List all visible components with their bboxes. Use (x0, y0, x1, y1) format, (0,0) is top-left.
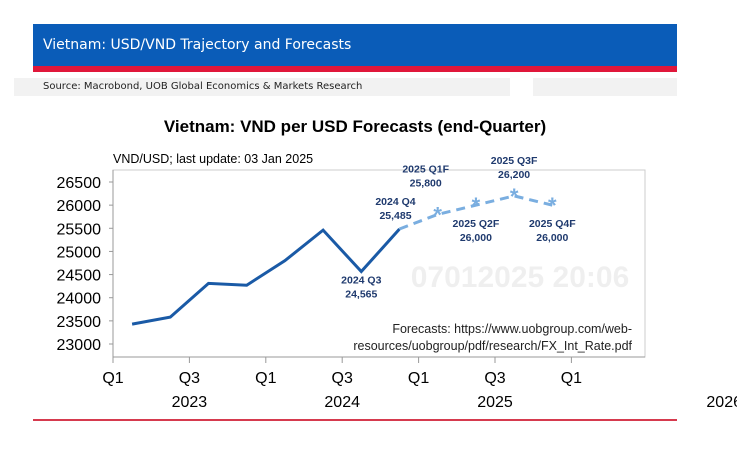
forecast-source-note: Forecasts: https://www.uobgroup.com/web- (392, 322, 632, 336)
data-label: 26,000 (460, 232, 492, 244)
data-label: 24,565 (345, 289, 377, 301)
source-bar: Source: Macrobond, UOB Global Economics … (14, 78, 510, 96)
chart-title: Vietnam: VND per USD Forecasts (end-Quar… (164, 117, 546, 136)
x-tick-label: Q3 (179, 370, 200, 387)
forecast-marker: * (510, 184, 519, 209)
forecast-marker: * (472, 193, 481, 218)
x-year-label: 2025 (477, 394, 513, 411)
data-label: 25,485 (379, 210, 411, 222)
x-tick-label: Q1 (561, 370, 582, 387)
bottom-rule (33, 419, 677, 421)
x-year-label: 2026 (706, 394, 737, 411)
y-tick-label: 23500 (57, 314, 102, 331)
x-tick-label: Q3 (332, 370, 353, 387)
chart-subtitle: VND/USD; last update: 03 Jan 2025 (113, 152, 313, 166)
data-label: 2025 Q3F (491, 155, 538, 167)
watermark: 07012025 20:06 (411, 261, 630, 294)
data-label: 26,000 (536, 232, 568, 244)
header-bar: Vietnam: USD/VND Trajectory and Forecast… (33, 24, 677, 72)
source-bar-right (533, 78, 677, 96)
forecast-line (398, 194, 553, 231)
y-tick-label: 25500 (57, 221, 102, 238)
data-label: 26,200 (498, 169, 530, 181)
header-title: Vietnam: USD/VND Trajectory and Forecast… (43, 37, 352, 53)
source-text: Source: Macrobond, UOB Global Economics … (43, 81, 363, 92)
y-tick-label: 26000 (57, 198, 102, 215)
forecast-source-note: resources/uobgroup/pdf/research/FX_Int_R… (353, 339, 632, 353)
x-year-label: 2024 (324, 394, 360, 411)
y-tick-label: 24500 (57, 268, 102, 285)
data-label: 2025 Q1F (402, 163, 449, 175)
forecast-marker: * (548, 193, 557, 218)
y-tick-label: 24000 (57, 291, 102, 308)
data-label: 2025 Q2F (453, 218, 500, 230)
data-label: 25,800 (410, 177, 442, 189)
data-label: 2024 Q3 (341, 275, 381, 287)
data-label: 2025 Q4F (529, 218, 576, 230)
actual-line (131, 227, 401, 326)
y-tick-label: 26500 (57, 175, 102, 192)
y-tick-label: 25000 (57, 244, 102, 261)
x-tick-label: Q1 (255, 370, 276, 387)
y-tick-label: 23000 (57, 337, 102, 354)
data-label: 2024 Q4 (375, 196, 415, 208)
x-tick-label: Q1 (102, 370, 123, 387)
forecast-marker: * (433, 202, 442, 227)
x-tick-label: Q1 (408, 370, 429, 387)
x-tick-label: Q3 (484, 370, 505, 387)
x-year-label: 2023 (172, 394, 208, 411)
